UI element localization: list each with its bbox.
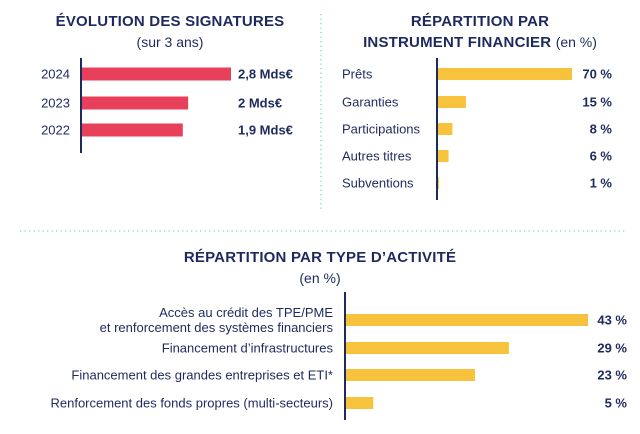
chart2-title-unit: (en %) [555, 34, 597, 50]
chart3-category-label: Financement des grandes entreprises et E… [71, 368, 333, 383]
chart2-value-label: 8 % [590, 122, 613, 137]
chart2-category-label: Participations [342, 122, 421, 137]
chart2-category-label: Garanties [342, 95, 399, 110]
chart3-bar [345, 369, 475, 381]
chart1-value-label: 2,8 Mds€ [238, 67, 293, 82]
chart3-bar [345, 397, 374, 409]
chart1-subtitle: (sur 3 ans) [136, 34, 204, 50]
chart3-value-label: 5 % [605, 396, 628, 411]
chart2-value-label: 1 % [590, 176, 613, 191]
chart2-bar [437, 123, 453, 135]
chart3-category-label: et renforcement des systèmes financiers [100, 320, 334, 335]
chart3-subtitle: (en %) [299, 270, 341, 286]
chart2-category-label: Prêts [342, 67, 373, 82]
chart2-value-label: 15 % [582, 95, 612, 110]
chart3-category-label: Accès au crédit des TPE/PME [159, 305, 333, 320]
chart2-bar [437, 68, 572, 80]
chart3-value-label: 23 % [597, 368, 627, 383]
chart1-title: ÉVOLUTION DES SIGNATURES (sur 3 ans) [20, 12, 320, 53]
chart1-category-label: 2022 [41, 123, 70, 138]
chart1-category-label: 2023 [41, 96, 70, 111]
chart2-value-label: 70 % [582, 67, 612, 82]
chart2-title-line1: RÉPARTITION PAR [410, 13, 550, 30]
chart3-value-label: 29 % [597, 341, 627, 356]
chart3-bar [345, 342, 509, 354]
chart1-bar [81, 123, 183, 137]
chart3-category-label: Financement d’infrastructures [162, 341, 334, 356]
chart1-title-text: ÉVOLUTION DES SIGNATURES [55, 13, 285, 30]
chart1-bar [81, 96, 189, 110]
chart1-bar [81, 67, 231, 81]
chart3-value-label: 43 % [597, 313, 627, 328]
chart1-value-label: 2 Mds€ [238, 96, 282, 111]
chart2-title: RÉPARTITION PAR INSTRUMENT FINANCIER (en… [325, 12, 635, 53]
chart2-bar [437, 96, 466, 108]
chart3-title-text: RÉPARTITION PAR TYPE D’ACTIVITÉ [183, 249, 457, 266]
chart1-value-label: 1,9 Mds€ [238, 123, 293, 138]
chart2-bar [437, 150, 449, 162]
chart3-category-label: Renforcement des fonds propres (multi-se… [50, 396, 333, 411]
chart2-value-label: 6 % [590, 149, 613, 164]
chart3-bar [345, 314, 588, 326]
chart2-title-line2: INSTRUMENT FINANCIER [363, 34, 552, 51]
chart2-category-label: Subventions [342, 176, 414, 191]
chart2-category-label: Autres titres [342, 149, 412, 164]
chart3-title: RÉPARTITION PAR TYPE D’ACTIVITÉ (en %) [90, 248, 550, 289]
chart1-category-label: 2024 [41, 67, 70, 82]
